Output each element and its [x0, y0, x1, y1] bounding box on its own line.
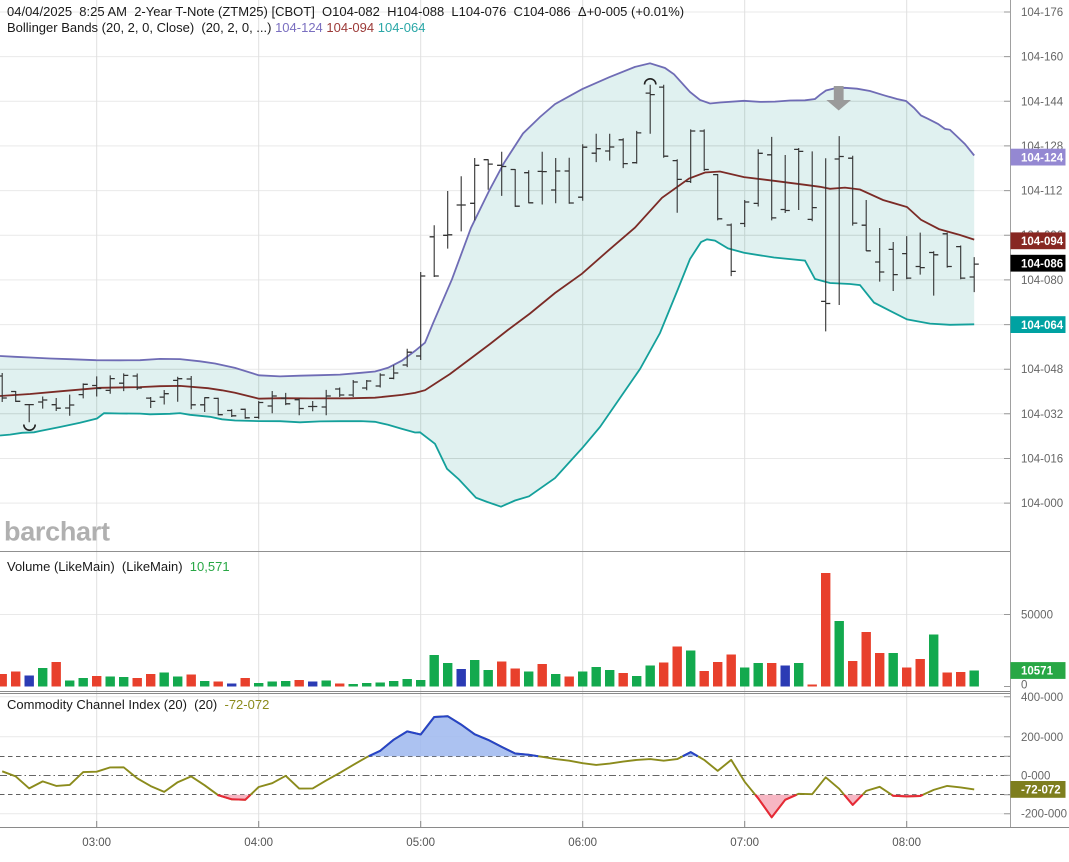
- svg-text:50000: 50000: [1021, 610, 1053, 622]
- svg-text:07:00: 07:00: [730, 837, 759, 849]
- svg-text:-72-072: -72-072: [1021, 785, 1061, 797]
- svg-text:104-124: 104-124: [1021, 152, 1064, 164]
- svg-text:0: 0: [1021, 680, 1027, 692]
- svg-text:104-064: 104-064: [1021, 320, 1064, 332]
- svg-text:104-000: 104-000: [1021, 498, 1063, 510]
- svg-text:104-080: 104-080: [1021, 275, 1063, 287]
- svg-text:200-000: 200-000: [1021, 732, 1063, 744]
- svg-text:104-112: 104-112: [1021, 186, 1062, 198]
- svg-text:05:00: 05:00: [406, 837, 435, 849]
- svg-text:Volume (LikeMain) (LikeMain): Volume (LikeMain) (LikeMain) 10,571: [7, 559, 230, 574]
- svg-text:08:00: 08:00: [892, 837, 921, 849]
- svg-text:400-000: 400-000: [1021, 692, 1063, 704]
- svg-text:Commodity Channel Index (20): Commodity Channel Index (20) (20) -72-07…: [7, 697, 269, 712]
- svg-text:104-016: 104-016: [1021, 454, 1063, 466]
- svg-text:04/04/2025 8:25 AM 2-Year T-: 04/04/2025 8:25 AM 2-Year T-Note (ZTM25)…: [7, 4, 684, 19]
- svg-text:Bollinger Bands (20, 2, 0, Clo: Bollinger Bands (20, 2, 0, Close) (20, 2…: [7, 20, 425, 35]
- svg-text:03:00: 03:00: [82, 837, 111, 849]
- svg-text:104-160: 104-160: [1021, 52, 1063, 64]
- svg-text:104-086: 104-086: [1021, 258, 1063, 270]
- svg-text:0-000: 0-000: [1021, 770, 1050, 782]
- svg-text:104-144: 104-144: [1021, 96, 1064, 108]
- svg-text:06:00: 06:00: [568, 837, 597, 849]
- svg-text:10571: 10571: [1021, 666, 1054, 678]
- svg-text:104-094: 104-094: [1021, 236, 1064, 248]
- svg-text:04:00: 04:00: [244, 837, 273, 849]
- svg-text:104-048: 104-048: [1021, 364, 1063, 376]
- svg-text:barchart: barchart: [4, 517, 110, 547]
- svg-text:-200-000: -200-000: [1021, 809, 1067, 821]
- svg-text:104-176: 104-176: [1021, 7, 1063, 19]
- svg-text:104-032: 104-032: [1021, 409, 1063, 421]
